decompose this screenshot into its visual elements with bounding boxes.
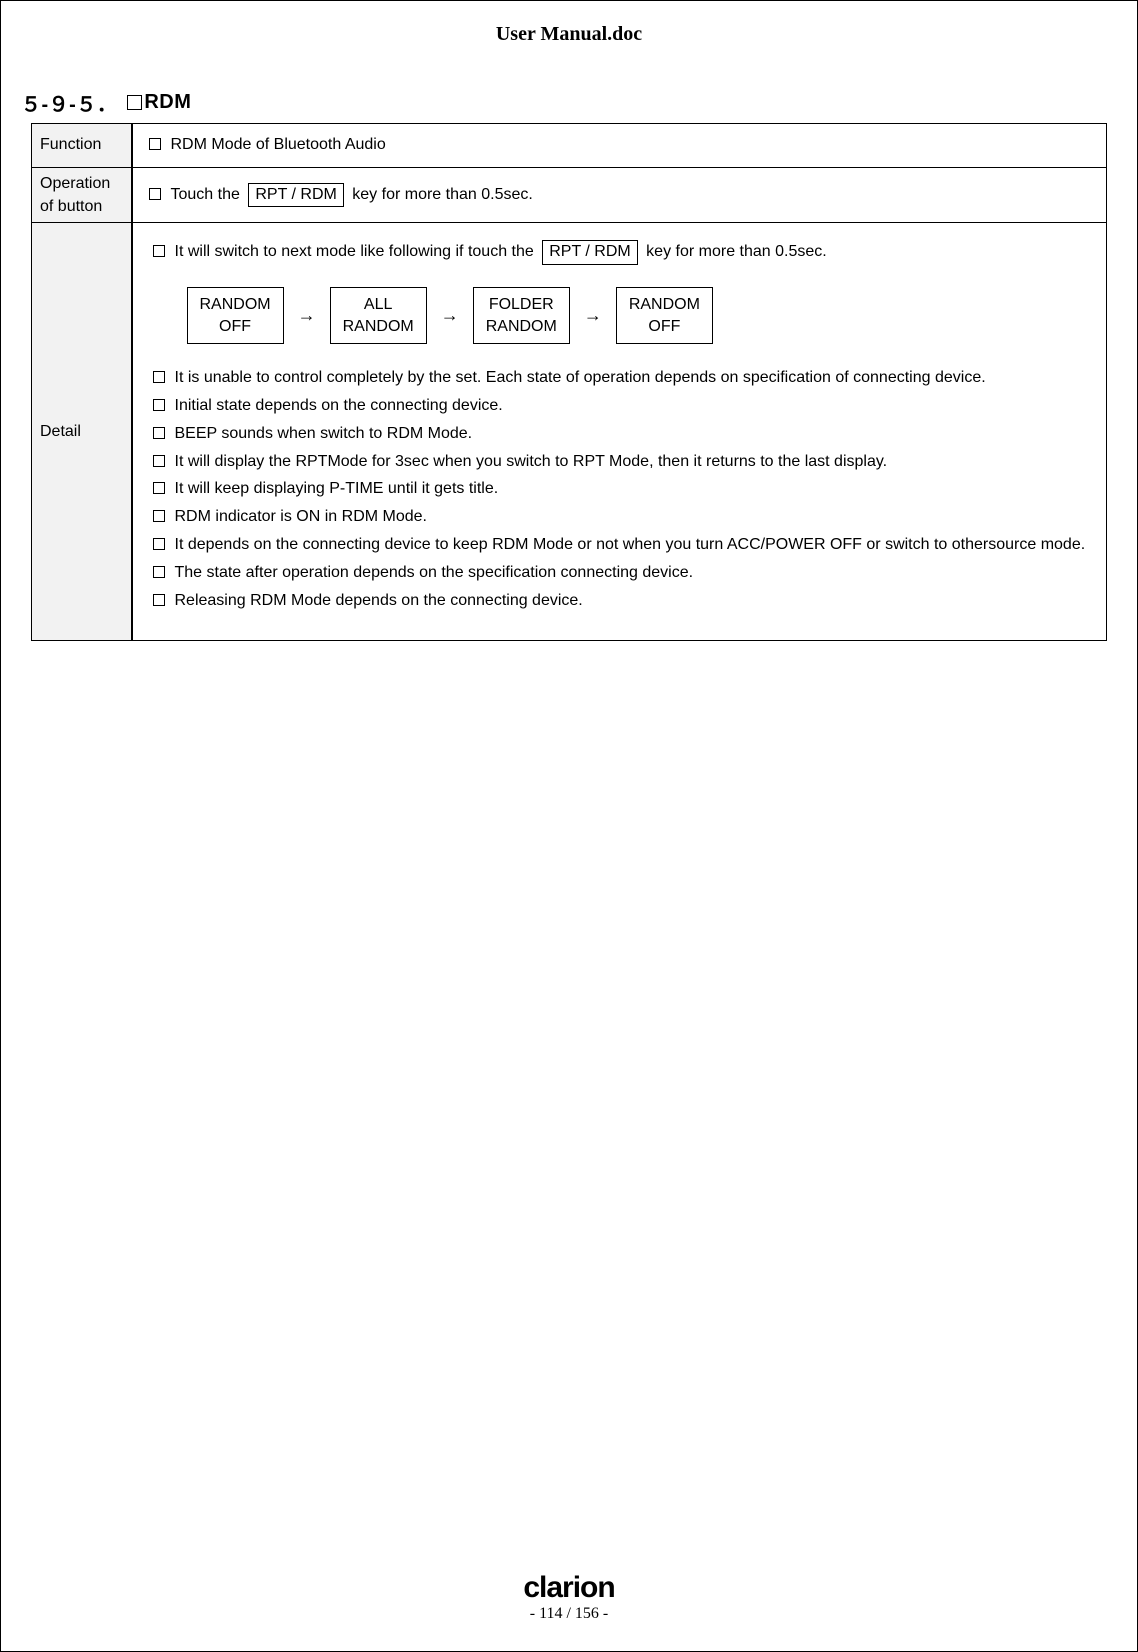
flow-node: RANDOM OFF	[187, 287, 284, 344]
flow-node: FOLDER RANDOM	[473, 287, 570, 344]
row-content-function: RDM Mode of Bluetooth Audio	[132, 124, 1107, 168]
arrow-icon: →	[298, 305, 316, 326]
row-content-operation: Touch the RPT / RDM key for more than 0.…	[132, 167, 1107, 222]
document-title: User Manual.doc	[31, 23, 1107, 46]
bullet-text: It will display the RPTMode for 3sec whe…	[175, 450, 1093, 475]
text-suffix: key for more than 0.5sec.	[646, 243, 827, 260]
pager-sep: /	[562, 1605, 574, 1622]
table-row: Function RDM Mode of Bluetooth Audio	[32, 124, 1107, 168]
bullet-text: RDM Mode of Bluetooth Audio	[171, 133, 1097, 158]
text-suffix: key for more than 0.5sec.	[352, 186, 533, 203]
bullet-item: It is unable to control completely by th…	[147, 366, 1093, 391]
text-prefix: Touch the	[171, 186, 240, 203]
checkbox-icon	[153, 371, 165, 383]
checkbox-icon	[153, 399, 165, 411]
row-label-detail: Detail	[32, 223, 132, 641]
bullet-item: RDM Mode of Bluetooth Audio	[143, 133, 1097, 158]
bullet-text: Touch the RPT / RDM key for more than 0.…	[171, 183, 1097, 208]
mode-flow-diagram: RANDOM OFF → ALL RANDOM → FOLDER RANDOM	[187, 287, 1093, 344]
bullet-item: It will switch to next mode like followi…	[147, 240, 1093, 265]
checkbox-icon	[153, 455, 165, 467]
bullet-item: RDM indicator is ON in RDM Mode.	[147, 505, 1093, 530]
checkbox-icon	[153, 594, 165, 606]
node-line1: ALL	[364, 296, 392, 313]
pager-prefix: -	[530, 1605, 539, 1622]
checkbox-icon	[153, 427, 165, 439]
brand-logo: clarion	[1, 1573, 1137, 1603]
text-prefix: It will switch to next mode like followi…	[175, 243, 534, 260]
row-content-detail: It will switch to next mode like followi…	[132, 223, 1107, 641]
table-row: Operation of button Touch the RPT / RDM …	[32, 167, 1107, 222]
pager-suffix: -	[599, 1605, 608, 1622]
pager-total: 156	[575, 1605, 599, 1622]
bullet-item: It will keep displaying P-TIME until it …	[147, 477, 1093, 502]
spec-table: Function RDM Mode of Bluetooth Audio Ope…	[31, 123, 1107, 641]
key-label: RPT / RDM	[542, 240, 637, 264]
checkbox-icon	[127, 95, 142, 110]
bullet-text: It is unable to control completely by th…	[175, 366, 1093, 391]
key-label: RPT / RDM	[248, 183, 343, 207]
flow-node: RANDOM OFF	[616, 287, 713, 344]
page-number: - 114 / 156 -	[1, 1605, 1137, 1623]
section-number: ５-９-５．	[21, 88, 117, 117]
table-row: Detail It will switch to next mode like …	[32, 223, 1107, 641]
bullet-item: BEEP sounds when switch to RDM Mode.	[147, 422, 1093, 447]
bullet-text: BEEP sounds when switch to RDM Mode.	[175, 422, 1093, 447]
section-title: RDM	[144, 91, 191, 114]
checkbox-icon	[153, 482, 165, 494]
node-line2: OFF	[219, 318, 251, 335]
bullet-text: Releasing RDM Mode depends on the connec…	[175, 589, 1093, 614]
flow-node: ALL RANDOM	[330, 287, 427, 344]
node-line2: RANDOM	[343, 318, 414, 335]
node-line1: RANDOM	[200, 296, 271, 313]
arrow-icon: →	[584, 305, 602, 326]
bullet-item: It will display the RPTMode for 3sec whe…	[147, 450, 1093, 475]
checkbox-icon	[153, 538, 165, 550]
bullet-item: Initial state depends on the connecting …	[147, 394, 1093, 419]
checkbox-icon	[149, 188, 161, 200]
bullet-text: It will switch to next mode like followi…	[175, 240, 1093, 265]
page-footer: clarion - 114 / 156 -	[1, 1573, 1137, 1623]
bullet-text: Initial state depends on the connecting …	[175, 394, 1093, 419]
bullet-text: RDM indicator is ON in RDM Mode.	[175, 505, 1093, 530]
bullet-text: It will keep displaying P-TIME until it …	[175, 477, 1093, 502]
row-label-operation: Operation of button	[32, 167, 132, 222]
node-line2: RANDOM	[486, 318, 557, 335]
node-line1: RANDOM	[629, 296, 700, 313]
checkbox-icon	[149, 138, 161, 150]
page: User Manual.doc ５-９-５． RDM Function RDM …	[0, 0, 1138, 1652]
bullet-text: It depends on the connecting device to k…	[175, 533, 1093, 558]
bullet-item: Touch the RPT / RDM key for more than 0.…	[143, 183, 1097, 208]
row-label-function: Function	[32, 124, 132, 168]
arrow-icon: →	[441, 305, 459, 326]
bullet-item: Releasing RDM Mode depends on the connec…	[147, 589, 1093, 614]
checkbox-icon	[153, 566, 165, 578]
section-heading: ５-９-５． RDM	[21, 88, 1107, 117]
bullet-item: It depends on the connecting device to k…	[147, 533, 1093, 558]
node-line2: OFF	[648, 318, 680, 335]
bullet-item: The state after operation depends on the…	[147, 561, 1093, 586]
checkbox-icon	[153, 510, 165, 522]
checkbox-icon	[153, 245, 165, 257]
pager-current: 114	[539, 1605, 562, 1622]
bullet-text: The state after operation depends on the…	[175, 561, 1093, 586]
node-line1: FOLDER	[489, 296, 554, 313]
